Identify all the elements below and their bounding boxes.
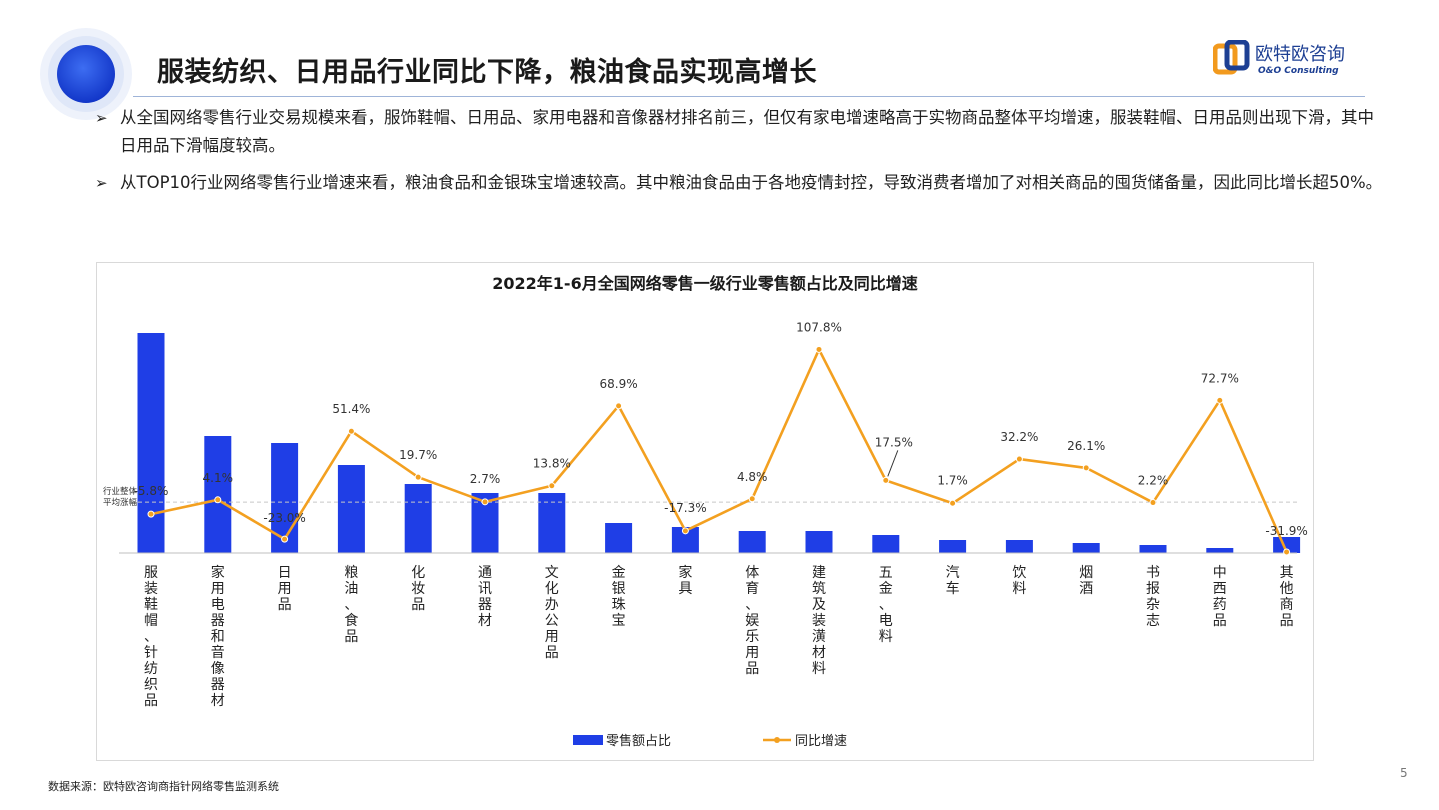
category-label: 家用电器和音像器材	[211, 564, 225, 709]
growth-line	[150, 348, 1288, 553]
category-label: 中西药品	[1213, 565, 1227, 629]
arrow-bullet-icon: ➢	[95, 174, 108, 192]
category-label: 其他商品	[1280, 565, 1294, 629]
bar	[1273, 537, 1301, 553]
bullet-item: ➢ 从全国网络零售行业交易规模来看，服饰鞋帽、日用品、家用电器和音像器材排名前三…	[95, 104, 1385, 160]
growth-point	[548, 482, 556, 490]
growth-point	[1082, 464, 1090, 472]
data-label: 1.7%	[937, 473, 968, 487]
data-label: 4.1%	[203, 471, 234, 485]
data-label: 17.5%	[875, 435, 913, 449]
bar	[1139, 545, 1167, 553]
data-label: 13.8%	[533, 457, 571, 471]
bar	[939, 540, 967, 553]
category-label: 文化办公用品	[545, 565, 559, 661]
title-divider	[133, 96, 1365, 97]
growth-point	[347, 427, 355, 435]
growth-point	[815, 345, 823, 353]
legend-line-marker	[774, 737, 780, 743]
title-circle-icon	[40, 28, 132, 120]
bar	[805, 531, 833, 553]
combo-chart: 2022年1-6月全国网络零售一级行业零售额占比及同比增速行业整体平均涨幅-5.…	[103, 274, 1308, 749]
growth-point	[281, 535, 289, 543]
growth-point	[1015, 455, 1023, 463]
data-label: 2.2%	[1138, 474, 1169, 488]
growth-point	[481, 498, 489, 506]
label-leader-line	[887, 450, 899, 477]
chart-container: 2022年1-6月全国网络零售一级行业零售额占比及同比增速行业整体 平均涨幅 -5.…	[96, 262, 1314, 761]
reference-line-label: 行业整体	[103, 486, 138, 497]
brand-subtitle: O&O Consulting	[1258, 66, 1339, 76]
bullet-text: 从TOP10行业网络零售行业增速来看，粮油食品和金银珠宝增速较高。其中粮油食品由…	[120, 173, 1383, 192]
category-label: 家具	[678, 564, 692, 597]
growth-point	[615, 402, 623, 410]
oo-logo-icon	[1213, 40, 1250, 75]
category-label: 粮油、食品	[344, 565, 358, 645]
bar	[1005, 540, 1033, 553]
bullet-list: ➢ 从全国网络零售行业交易规模来看，服饰鞋帽、日用品、家用电器和音像器材排名前三…	[95, 104, 1385, 206]
growth-point	[949, 499, 957, 507]
data-label: -23.0%	[263, 511, 305, 525]
growth-point	[414, 473, 422, 481]
data-label: 51.4%	[332, 402, 370, 416]
data-label: 26.1%	[1067, 439, 1105, 453]
category-label: 日用品	[278, 565, 292, 613]
bar	[204, 436, 232, 553]
page-number: 5	[1400, 766, 1408, 780]
data-label: -31.9%	[1265, 524, 1307, 538]
bar	[404, 484, 432, 553]
data-source: 数据来源：欧特欧咨询商指针网络零售监测系统	[48, 780, 279, 793]
growth-point	[147, 510, 155, 518]
bar	[738, 531, 766, 553]
growth-point	[681, 527, 689, 535]
legend-label: 同比增速	[795, 734, 847, 749]
arrow-bullet-icon: ➢	[95, 109, 108, 127]
data-label: -5.8%	[134, 484, 169, 498]
page-title: 服装纺织、日用品行业同比下降，粮油食品实现高增长	[157, 57, 817, 88]
bar	[1072, 543, 1100, 553]
bar	[137, 333, 165, 553]
bullet-text: 从全国网络零售行业交易规模来看，服饰鞋帽、日用品、家用电器和音像器材排名前三，但…	[120, 108, 1374, 155]
category-label: 建筑及装潢材料	[812, 565, 826, 677]
bar	[1206, 548, 1234, 553]
bullet-item: ➢ 从TOP10行业网络零售行业增速来看，粮油食品和金银珠宝增速较高。其中粮油食…	[95, 169, 1385, 197]
data-label: -17.3%	[664, 501, 706, 515]
growth-point	[1283, 548, 1291, 556]
category-label: 烟酒	[1079, 565, 1093, 597]
legend-bar-swatch	[573, 735, 603, 745]
growth-point	[1149, 499, 1157, 507]
data-label: 19.7%	[399, 448, 437, 462]
growth-point	[1216, 396, 1224, 404]
brand-logo: 欧特欧咨询 O&O Consulting	[1213, 38, 1373, 84]
data-label: 107.8%	[796, 320, 842, 334]
bar	[337, 465, 365, 553]
legend-label: 零售额占比	[606, 733, 671, 749]
category-label: 书报杂志	[1146, 565, 1160, 629]
data-label: 2.7%	[470, 472, 501, 486]
bar	[538, 493, 566, 553]
growth-point	[748, 495, 756, 503]
category-label: 通讯器材	[478, 565, 492, 629]
data-label: 72.7%	[1201, 371, 1239, 385]
category-label: 饮料	[1012, 565, 1026, 597]
category-label: 汽车	[946, 565, 960, 597]
growth-point	[214, 496, 222, 504]
category-label: 金银珠宝	[612, 565, 626, 629]
category-label: 体育、娱乐用品	[745, 565, 759, 677]
data-label: 32.2%	[1000, 430, 1038, 444]
category-label: 化妆品	[411, 565, 425, 613]
chart-title: 2022年1-6月全国网络零售一级行业零售额占比及同比增速	[492, 274, 917, 293]
data-label: 68.9%	[600, 377, 638, 391]
category-label: 服装鞋帽、针纺织品	[144, 565, 158, 709]
reference-line-label: 平均涨幅	[103, 497, 138, 508]
bar	[605, 523, 633, 553]
category-label: 五金、电料	[879, 565, 893, 645]
data-label: 4.8%	[737, 470, 768, 484]
bar	[872, 535, 900, 553]
brand-name: 欧特欧咨询	[1255, 44, 1345, 65]
growth-point	[882, 476, 890, 484]
